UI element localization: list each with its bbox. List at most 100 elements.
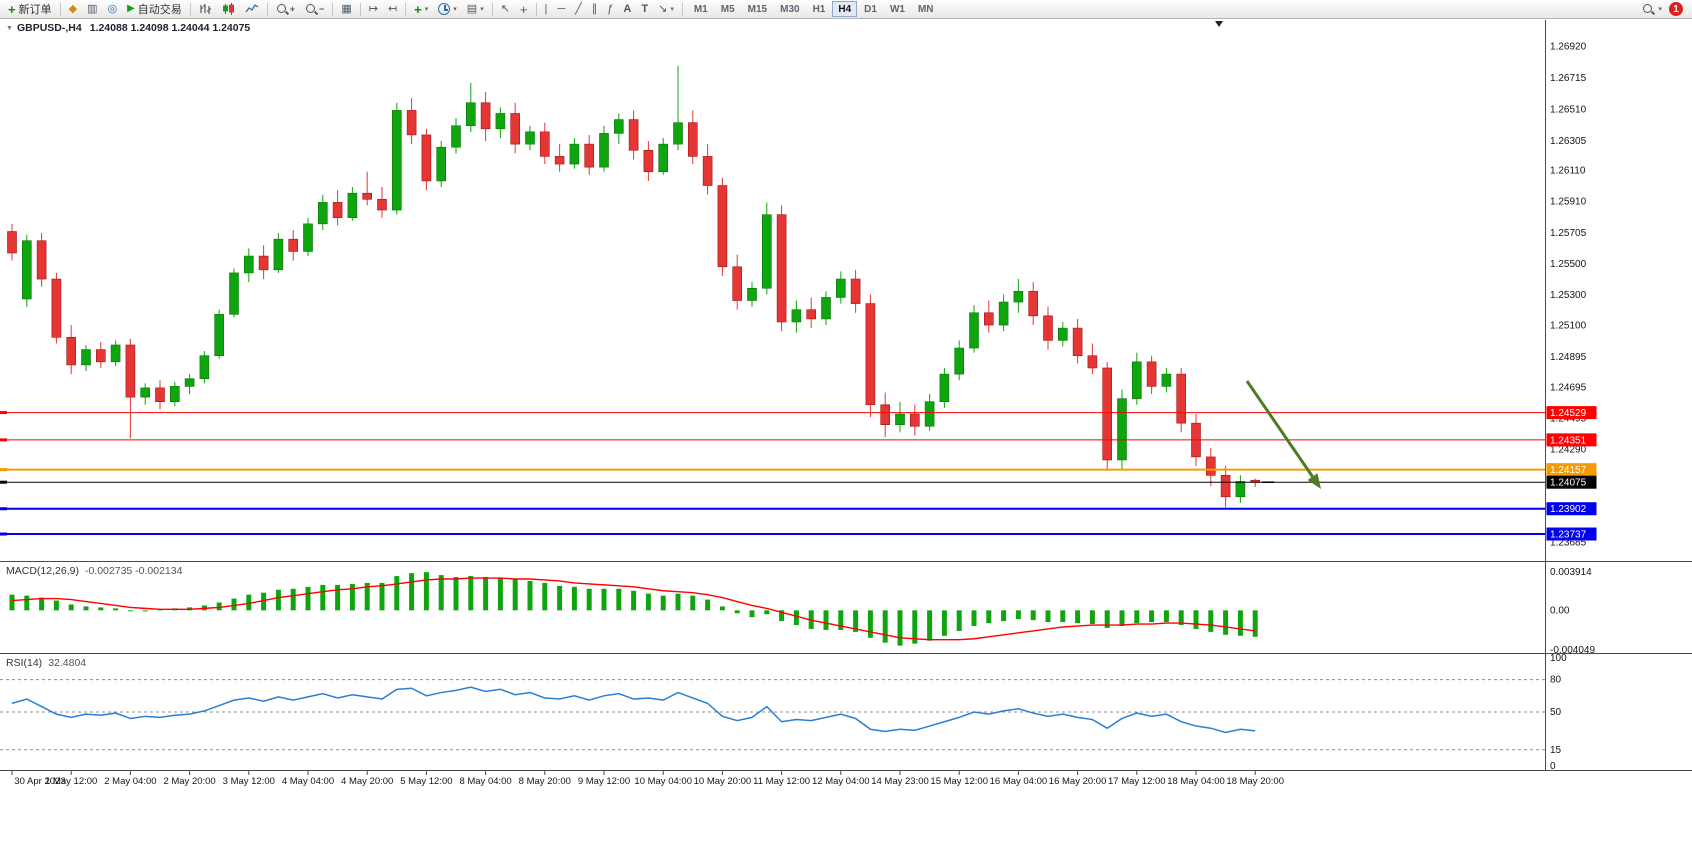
trend-arrow-head[interactable] <box>1307 473 1321 489</box>
candle-body <box>96 349 106 363</box>
candle-body <box>362 192 373 200</box>
cursor-button[interactable]: ↖ <box>496 1 515 18</box>
candle-body <box>895 413 905 426</box>
macd-histogram-bar <box>290 588 296 611</box>
time-axis-label: 16 May 04:00 <box>990 776 1048 787</box>
rsi-axis-label: 15 <box>1550 745 1562 756</box>
trendline-button[interactable]: ╱ <box>570 1 587 18</box>
candle-body <box>1058 327 1068 341</box>
timeframe-m1[interactable]: M1 <box>693 4 708 15</box>
candle-body <box>332 202 343 219</box>
template-icon: ▤ <box>466 2 478 15</box>
channel-button[interactable]: ∥ <box>587 1 603 18</box>
macd-histogram-bar <box>1208 610 1214 632</box>
candle-body <box>983 312 994 326</box>
crosshair-button[interactable]: + <box>515 1 533 18</box>
time-axis-label: 2 May 20:00 <box>163 776 215 787</box>
label-tool-button[interactable]: T <box>636 1 653 18</box>
timeframe-h1[interactable]: H1 <box>812 4 826 15</box>
chevron-down-icon: ▾ <box>480 5 484 13</box>
candle-body <box>865 303 876 406</box>
candle-body <box>969 312 979 349</box>
data-window-button[interactable]: ▥ <box>82 1 102 18</box>
macd-axis-label: 0.003914 <box>1550 567 1592 578</box>
chart-end-marker-icon <box>1215 21 1223 27</box>
vertical-line-button[interactable]: | <box>540 1 553 18</box>
fibonacci-button[interactable]: ƒ <box>602 1 618 18</box>
candle-body <box>317 202 328 225</box>
timeframe-h4[interactable]: H4 <box>832 1 858 17</box>
search-button[interactable]: ▾ <box>1637 1 1667 18</box>
timeframe-m15[interactable]: M15 <box>747 4 768 15</box>
macd-histogram-bar <box>98 607 104 611</box>
zoom-out-button[interactable]: − <box>300 1 329 18</box>
macd-histogram-bar <box>586 588 592 611</box>
macd-histogram-bar <box>779 610 785 622</box>
candle-body <box>125 344 136 398</box>
candle-body <box>1028 291 1038 317</box>
candle-body <box>880 404 891 426</box>
horizontal-line-button[interactable]: ─ <box>552 1 570 18</box>
market-watch-button[interactable]: ◆ <box>64 1 82 18</box>
candle-body <box>761 214 772 289</box>
zoom-in-button[interactable]: + <box>271 1 300 18</box>
candle-body <box>909 413 920 427</box>
macd-histogram-bar <box>971 610 977 627</box>
macd-histogram-bar <box>1089 610 1095 625</box>
candle-body <box>806 309 817 320</box>
trend-arrow-line[interactable] <box>1245 380 1314 478</box>
toolbar-separator <box>491 2 493 16</box>
new-order-label: 新订单 <box>18 4 52 16</box>
timeframe-group: M1 M5 M15 M30 H1 H4 D1 W1 MN <box>688 1 940 17</box>
candle-body <box>244 255 254 274</box>
time-axis-label: 2 May 04:00 <box>104 776 156 787</box>
zoom-in-icon <box>276 3 289 16</box>
text-tool-button[interactable]: A <box>618 1 636 18</box>
macd-histogram-bar <box>438 575 444 611</box>
notification-badge[interactable]: 1 <box>1669 2 1683 16</box>
macd-histogram-bar <box>349 583 355 611</box>
chart-shift-icon: ↤ <box>387 2 398 15</box>
timeframe-d1[interactable]: D1 <box>864 4 877 15</box>
macd-histogram-bar <box>734 610 740 614</box>
candle-body <box>21 240 32 300</box>
chart-shift-button[interactable]: ↤ <box>383 1 402 18</box>
price-tag-1.24075: 1.24075 <box>1546 475 1597 489</box>
line-chart-button[interactable] <box>240 1 264 18</box>
candle-body <box>170 386 180 403</box>
candle-body <box>554 156 565 165</box>
price-level-lines <box>0 411 1545 536</box>
new-order-button[interactable]: + 新订单 <box>3 1 57 18</box>
macd-histogram-bar <box>571 586 577 611</box>
price-tag-1.23737: 1.23737 <box>1546 527 1597 541</box>
new-chart-button[interactable]: + ▾ <box>409 1 433 18</box>
collapse-chart-icon[interactable]: ▼ <box>6 25 13 32</box>
tile-windows-button[interactable]: ▦ <box>336 1 356 18</box>
time-axis-label: 4 May 04:00 <box>282 776 334 787</box>
toolbar: + 新订单 ◆ ▥ ◎ ▶ 自动交易 + − ▦ ↦ ↤ + ▾ ▾ ▤ ▾ ↖ +… <box>0 0 1692 19</box>
macd-histogram-bar <box>127 610 133 612</box>
symbol-period-label: GBPUSD-,H4 <box>16 22 82 34</box>
price-axis-label: 1.26510 <box>1550 104 1587 115</box>
timeframe-m30[interactable]: M30 <box>780 4 800 15</box>
macd-histogram-bar <box>1104 610 1110 628</box>
arrows-tool-button[interactable]: ↘ ▾ <box>653 1 679 18</box>
candlestick-chart-button[interactable] <box>217 1 240 18</box>
auto-scroll-button[interactable]: ↦ <box>364 1 383 18</box>
price-axis-label: 1.23685 <box>1550 537 1587 548</box>
period-button[interactable]: ▾ <box>433 1 462 18</box>
timeframe-w1[interactable]: W1 <box>889 4 905 15</box>
macd-histogram-bar <box>690 595 696 611</box>
navigator-button[interactable]: ◎ <box>102 1 122 18</box>
template-button[interactable]: ▤ ▾ <box>462 1 489 18</box>
autotrading-button[interactable]: ▶ 自动交易 <box>122 1 187 18</box>
macd-histogram-bar <box>53 600 59 611</box>
candle-body <box>7 231 17 254</box>
price-tag-1.23902: 1.23902 <box>1546 502 1597 516</box>
chevron-down-icon: ▾ <box>453 5 457 13</box>
macd-signal-line <box>11 577 1256 641</box>
bar-chart-button[interactable] <box>194 1 217 18</box>
timeframe-m5[interactable]: M5 <box>720 4 735 15</box>
timeframe-mn[interactable]: MN <box>917 4 934 15</box>
fibonacci-icon: ƒ <box>607 2 614 15</box>
